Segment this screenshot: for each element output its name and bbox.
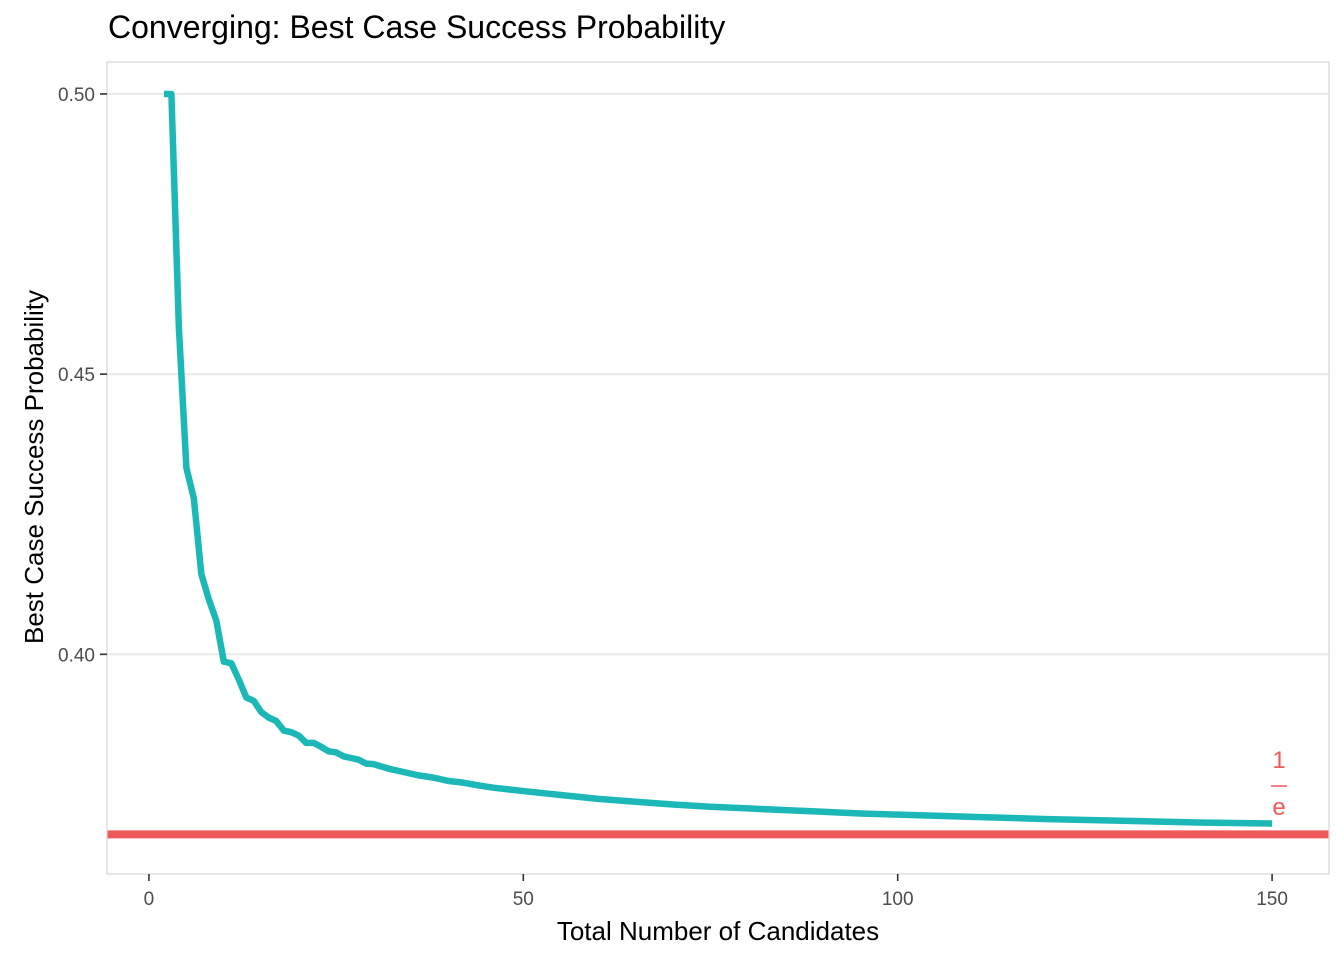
annotation-numerator: 1 xyxy=(1272,747,1285,774)
x-tick-label: 150 xyxy=(1256,889,1288,910)
x-tick-label: 100 xyxy=(882,889,914,910)
series-line xyxy=(163,90,1273,827)
panel-border xyxy=(106,61,1330,875)
chart-marks: 1e xyxy=(107,90,1329,839)
y-tick-label: 0.50 xyxy=(58,85,95,106)
axes: 0.40 0.45 0.50 0 50 100 150 xyxy=(58,61,1330,910)
x-tick-label: 50 xyxy=(513,889,534,910)
x-tick-label: 0 xyxy=(144,889,155,910)
y-tick-label: 0.40 xyxy=(58,645,95,666)
x-axis-title: Total Number of Candidates xyxy=(557,916,879,946)
y-axis-title: Best Case Success Probability xyxy=(19,290,49,644)
chart-title: Converging: Best Case Success Probabilit… xyxy=(108,9,725,45)
plot-panel xyxy=(107,92,1329,656)
annotation-denominator: e xyxy=(1272,794,1285,821)
y-tick-label: 0.45 xyxy=(58,365,95,386)
